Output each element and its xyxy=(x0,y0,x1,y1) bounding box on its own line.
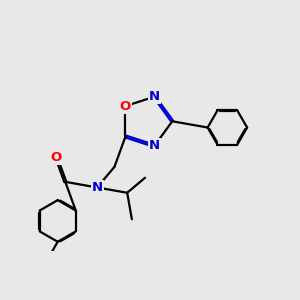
Text: O: O xyxy=(51,151,62,164)
Text: N: N xyxy=(92,181,103,194)
Text: O: O xyxy=(120,100,131,112)
Text: N: N xyxy=(149,140,160,152)
Text: N: N xyxy=(149,90,160,103)
